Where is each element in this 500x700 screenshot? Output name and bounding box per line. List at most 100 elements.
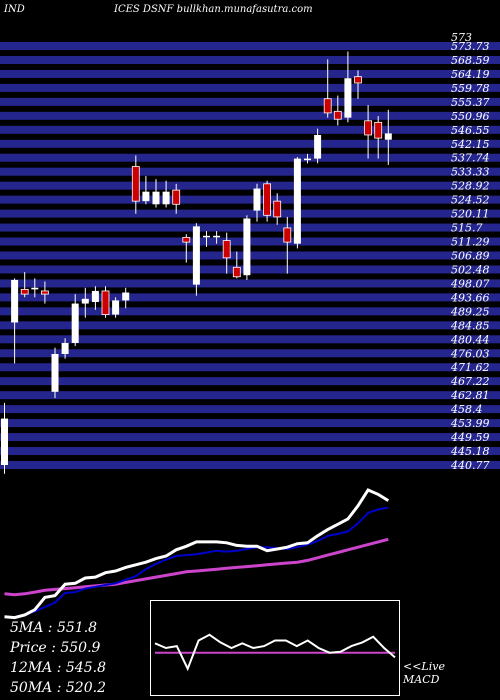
price-gridline — [0, 377, 500, 386]
price-gridline — [0, 405, 500, 414]
ma-long-line — [4, 537, 389, 597]
candle-body — [263, 183, 272, 216]
price-gridline — [0, 307, 500, 316]
stat-50ma: 50MA : 520.2 — [10, 680, 106, 696]
candle-body — [182, 236, 191, 243]
price-tick-label: 462.81 — [450, 389, 490, 402]
stat-label: 50MA — [10, 680, 53, 696]
price-gridline — [0, 349, 500, 358]
price-tick-label: 559.78 — [451, 82, 490, 95]
stat-value: 551.8 — [56, 620, 98, 636]
price-tick-label: 502.48 — [451, 263, 490, 276]
moving-average-lines — [4, 488, 390, 620]
ma-short-line — [4, 488, 390, 620]
price-tick-label: 533.33 — [451, 166, 490, 179]
candle-body — [51, 353, 59, 392]
stat-label: 5MA — [10, 620, 44, 636]
candle-body — [101, 290, 110, 315]
price-tick-label: 555.37 — [451, 96, 490, 109]
price-tick-label: 467.22 — [450, 375, 490, 388]
candle-body — [354, 76, 362, 84]
price-gridline — [0, 111, 500, 120]
candle-body — [61, 342, 69, 354]
price-tick-label: 489.25 — [450, 305, 490, 318]
candle-body — [20, 288, 29, 295]
price-gridline — [0, 293, 500, 302]
price-tick-label: 520.11 — [451, 208, 490, 221]
price-gridline — [0, 139, 500, 148]
price-gridline — [0, 279, 500, 288]
candle-body — [203, 235, 210, 238]
macd-panel — [150, 600, 400, 696]
price-gridline — [0, 55, 500, 64]
price-gridline — [0, 433, 500, 442]
candle-body — [243, 218, 251, 276]
price-gridline — [0, 447, 500, 456]
price-tick-label: 445.18 — [450, 445, 490, 458]
price-tick-label: 511.29 — [451, 236, 490, 249]
price-tick-label: 515.7 — [451, 222, 483, 235]
candle-body — [314, 134, 322, 159]
header-site-text: ICES DSNF bullkhan.munafasutra.com — [114, 4, 313, 15]
stat-5ma: 5MA : 551.8 — [10, 620, 98, 636]
price-gridline — [0, 209, 500, 218]
candle-body — [142, 191, 150, 202]
candle-body — [131, 166, 140, 202]
candle-body — [364, 120, 373, 136]
macd-link-line1: <<Live — [403, 660, 445, 673]
candle-body — [11, 279, 19, 323]
price-gridline — [0, 125, 500, 134]
price-gridline — [0, 97, 500, 106]
price-tick-label: 493.66 — [450, 291, 490, 304]
candle-body — [253, 188, 261, 211]
price-tick-label: 506.89 — [451, 250, 490, 263]
candle-body — [333, 110, 342, 120]
price-tick-label: 449.59 — [450, 431, 490, 444]
price-tick-label: 498.07 — [450, 277, 490, 290]
candle-body — [91, 290, 99, 302]
price-tick-label: 528.92 — [451, 180, 490, 193]
header-left-text: IND — [4, 4, 25, 15]
stat-price: Price : 550.9 — [10, 640, 101, 656]
stat-label: 12MA — [10, 660, 53, 676]
candle-body — [81, 298, 89, 304]
price-gridline — [0, 42, 500, 50]
price-gridline — [0, 181, 500, 190]
candle-body — [213, 235, 221, 238]
candle-body — [273, 200, 282, 218]
candle-body — [232, 266, 241, 278]
price-tick-label: 524.52 — [451, 194, 490, 207]
candle-body — [122, 292, 130, 301]
price-gridline — [0, 391, 500, 400]
candle-body — [344, 78, 352, 118]
stat-label: Price — [10, 640, 47, 656]
price-gridline — [0, 419, 500, 428]
price-tick-label: 537.74 — [451, 152, 490, 165]
candle-body — [162, 191, 170, 205]
price-tick-label: 484.85 — [450, 319, 490, 332]
candle-body — [1, 418, 8, 465]
price-gridline — [0, 83, 500, 92]
price-tick-label: 573.73 — [451, 40, 490, 53]
price-tick-label-overlap: 573 — [451, 31, 472, 44]
candle-body — [172, 189, 181, 205]
price-tick-label: 458.4 — [450, 403, 483, 416]
price-tick-label: 546.55 — [451, 124, 490, 137]
ma-mid-line — [4, 506, 389, 619]
price-axis-ticks: 573.73568.59564.19559.78555.37550.96546.… — [450, 31, 490, 472]
price-tick-label: 453.99 — [450, 417, 490, 430]
price-tick-label: 568.59 — [451, 54, 490, 67]
price-gridline — [0, 321, 500, 330]
candle-body — [152, 191, 160, 205]
price-gridline — [0, 461, 500, 469]
candle-body — [304, 158, 311, 161]
candle-body — [293, 158, 301, 244]
candle-body — [41, 290, 49, 295]
price-gridline — [0, 69, 500, 78]
price-gridline — [0, 363, 500, 372]
candle-body — [283, 227, 292, 243]
price-gridline — [0, 167, 500, 176]
price-tick-label: 542.15 — [451, 138, 490, 151]
macd-link[interactable]: <<Live MACD — [403, 660, 445, 686]
